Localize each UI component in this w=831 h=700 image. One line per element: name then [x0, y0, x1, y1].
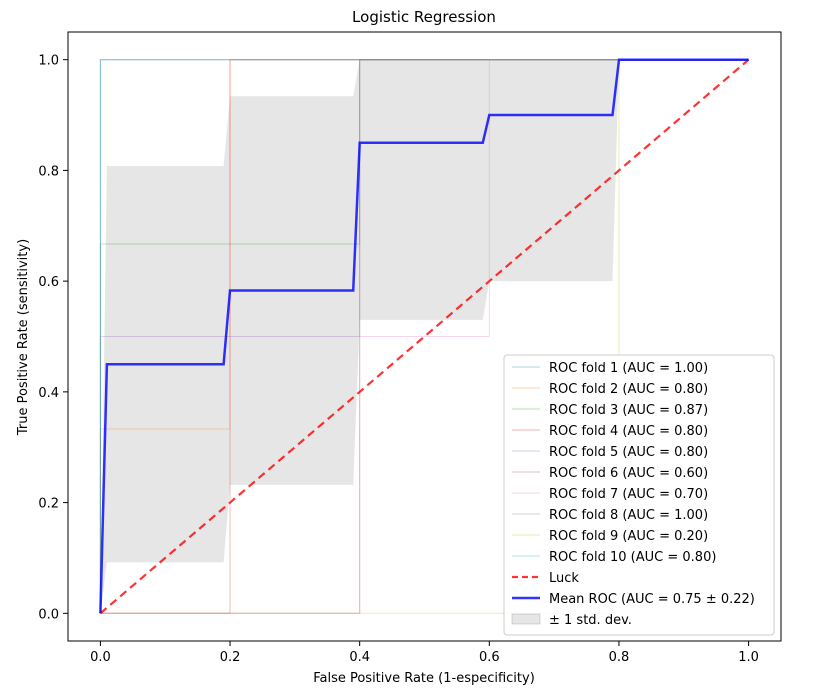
legend-label: ROC fold 3 (AUC = 0.87): [549, 403, 708, 418]
y-axis-label: True Positive Rate (sensitivity): [16, 239, 31, 436]
plot-area: [99, 58, 750, 615]
x-axis-label: False Positive Rate (1-especificity): [313, 671, 535, 686]
legend-label: ± 1 std. dev.: [549, 613, 632, 628]
legend-label: ROC fold 9 (AUC = 0.20): [549, 529, 708, 544]
roc-fold-4-line: [100, 59, 749, 614]
mean-roc-line: [99, 58, 749, 614]
roc-fold-7-line: [100, 59, 749, 614]
legend-label: ROC fold 5 (AUC = 0.80): [549, 445, 708, 460]
legend: ROC fold 1 (AUC = 1.00) ROC fold 2 (AUC =…: [503, 354, 775, 636]
legend-label: ROC fold 6 (AUC = 0.60): [549, 466, 708, 481]
legend-label: ROC fold 4 (AUC = 0.80): [549, 424, 708, 439]
legend-label: Luck: [549, 571, 579, 586]
plot-frame: [67, 31, 782, 642]
y-tick-label: 0.4: [38, 386, 59, 401]
roc-fold-1-line: [99, 59, 749, 614]
roc-fold-10-line: [99, 59, 749, 614]
roc-fold-3-line: [99, 59, 749, 614]
x-tick-label: 1.0: [738, 650, 759, 665]
y-tick-label: 0.6: [38, 275, 59, 290]
chart-title: Logistic Regression: [352, 8, 496, 26]
x-tick-label: 0.2: [220, 650, 241, 665]
legend-label: ROC fold 8 (AUC = 1.00): [549, 508, 708, 523]
legend-label: ROC fold 7 (AUC = 0.70): [549, 487, 708, 502]
legend-box: [503, 354, 775, 636]
legend-label: Mean ROC (AUC = 0.75 ± 0.22): [549, 592, 755, 607]
x-tick-label: 0.0: [90, 650, 111, 665]
x-tick-label: 0.8: [609, 650, 630, 665]
y-tick-label: 0.2: [38, 497, 59, 512]
roc-fold-6-line: [100, 59, 749, 614]
y-tick-label: 0.8: [38, 164, 59, 179]
y-tick-label: 0.0: [38, 607, 59, 622]
roc-fold-8-line: [99, 59, 749, 614]
x-tick-label: 0.4: [349, 650, 370, 665]
legend-label: ROC fold 2 (AUC = 0.80): [549, 382, 708, 397]
legend-label: ROC fold 10 (AUC = 0.80): [549, 550, 716, 565]
y-tick-label: 1.0: [38, 54, 59, 69]
x-tick-label: 0.6: [479, 650, 500, 665]
axes: 0.0 0.2 0.4 0.6 0.8 1.0 0.0 0.2 0.4 0.6 0.8 1.0: [38, 31, 782, 665]
roc-fold-2-line: [99, 59, 749, 614]
legend-label: ROC fold 1 (AUC = 1.00): [549, 361, 708, 376]
legend-swatch-band: [511, 613, 541, 625]
roc-fold-5-line: [99, 59, 749, 614]
